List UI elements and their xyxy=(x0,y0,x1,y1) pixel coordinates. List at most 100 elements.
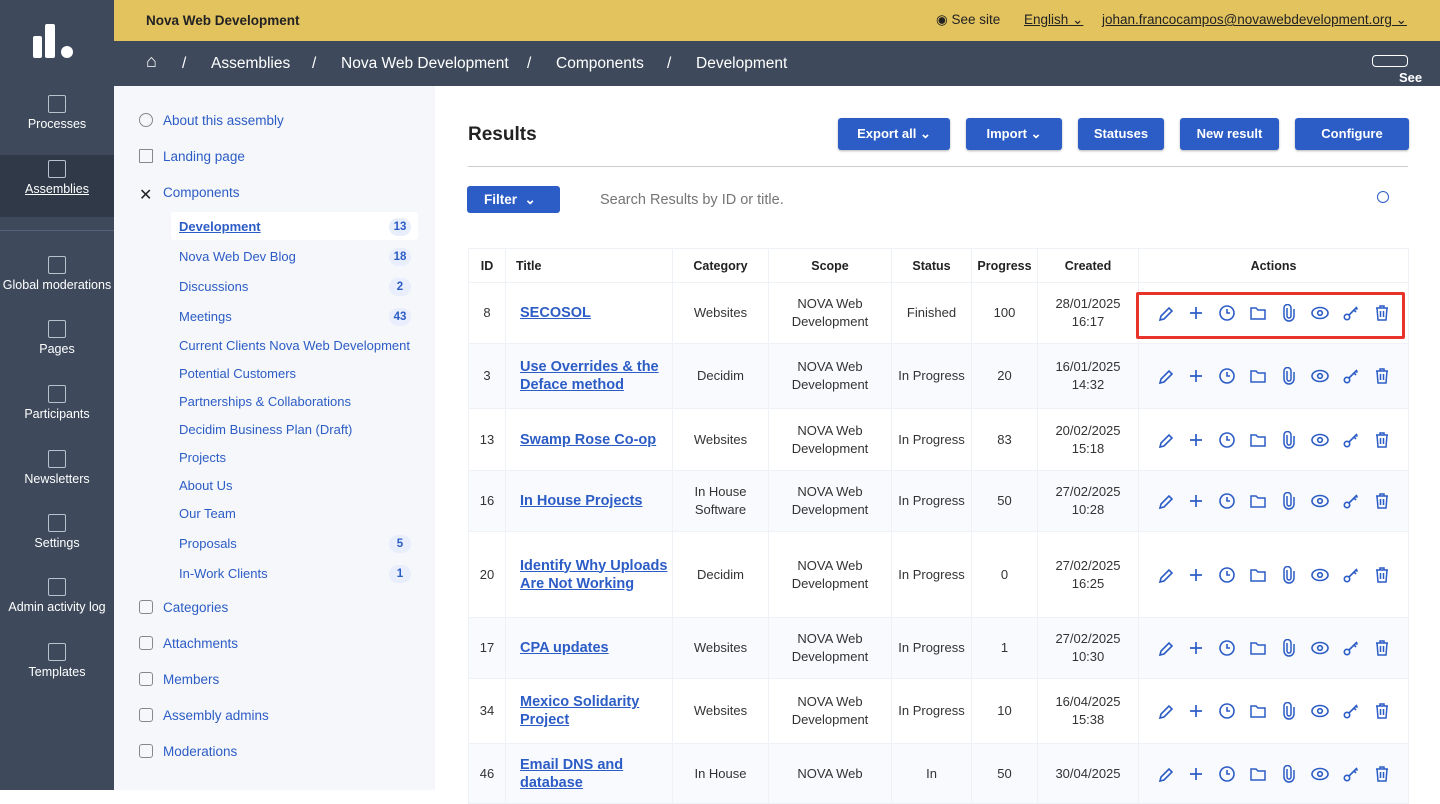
eye-icon[interactable] xyxy=(1311,304,1329,322)
plus-icon[interactable] xyxy=(1187,431,1205,449)
component-item[interactable]: Development xyxy=(179,219,261,234)
subnav-item[interactable]: Categories xyxy=(163,600,229,615)
nav-processes[interactable]: Processes xyxy=(0,95,114,151)
plus-icon[interactable] xyxy=(1187,367,1205,385)
eye-icon[interactable] xyxy=(1311,566,1329,584)
pencil-icon[interactable] xyxy=(1156,566,1174,584)
plus-icon[interactable] xyxy=(1187,765,1205,783)
folder-icon[interactable] xyxy=(1249,367,1267,385)
paperclip-icon[interactable] xyxy=(1280,367,1298,385)
component-item[interactable]: Proposals xyxy=(179,536,237,551)
home-icon[interactable]: ⌂ xyxy=(146,51,157,71)
clock-icon[interactable] xyxy=(1218,765,1236,783)
eye-icon[interactable] xyxy=(1311,492,1329,510)
statuses-button[interactable]: Statuses xyxy=(1078,118,1164,150)
component-item[interactable]: Potential Customers xyxy=(179,366,297,381)
pencil-icon[interactable] xyxy=(1156,304,1174,322)
user-menu[interactable]: johan.francocampos@novawebdevelopment.or… xyxy=(1102,12,1407,27)
trash-icon[interactable] xyxy=(1373,492,1391,510)
plus-icon[interactable] xyxy=(1187,492,1205,510)
component-item[interactable]: Nova Web Dev Blog xyxy=(179,249,296,264)
plus-icon[interactable] xyxy=(1187,702,1205,720)
pencil-icon[interactable] xyxy=(1156,765,1174,783)
paperclip-icon[interactable] xyxy=(1280,565,1298,584)
component-item[interactable]: Partnerships & Collaborations xyxy=(179,394,351,409)
result-title-link[interactable]: CPA updates xyxy=(520,640,609,656)
component-item[interactable]: Discussions xyxy=(179,279,249,294)
configure-button[interactable]: Configure xyxy=(1295,118,1409,150)
component-item[interactable]: In-Work Clients xyxy=(179,566,268,581)
component-item[interactable]: Meetings xyxy=(179,309,232,324)
subnav-landing[interactable]: Landing page xyxy=(163,149,245,164)
pencil-icon[interactable] xyxy=(1156,492,1174,510)
eye-icon[interactable] xyxy=(1311,431,1329,449)
pencil-icon[interactable] xyxy=(1156,702,1174,720)
folder-icon[interactable] xyxy=(1249,566,1267,584)
folder-icon[interactable] xyxy=(1249,765,1267,783)
folder-icon[interactable] xyxy=(1249,639,1267,657)
subnav-item[interactable]: Assembly admins xyxy=(163,708,269,723)
clock-icon[interactable] xyxy=(1218,304,1236,322)
clock-icon[interactable] xyxy=(1218,702,1236,720)
component-item[interactable]: Projects xyxy=(179,450,226,465)
breadcrumb-item[interactable]: Development xyxy=(696,55,788,72)
result-title-link[interactable]: SECOSOL xyxy=(520,305,591,321)
search-icon[interactable] xyxy=(1377,191,1389,203)
component-item[interactable]: Decidim Business Plan (Draft) xyxy=(179,422,353,437)
see-assembly-button[interactable]: See assembly xyxy=(1372,55,1440,100)
eye-icon[interactable] xyxy=(1311,639,1329,657)
trash-icon[interactable] xyxy=(1373,566,1391,584)
trash-icon[interactable] xyxy=(1373,431,1391,449)
nav-assemblies[interactable]: Assemblies xyxy=(0,155,114,217)
clock-icon[interactable] xyxy=(1218,639,1236,657)
key-icon[interactable] xyxy=(1342,639,1360,657)
folder-icon[interactable] xyxy=(1249,702,1267,720)
nav-templates[interactable]: Templates xyxy=(0,643,114,699)
clock-icon[interactable] xyxy=(1218,492,1236,510)
nav-pages[interactable]: Pages xyxy=(0,320,114,376)
result-title-link[interactable]: In House Projects xyxy=(520,493,643,509)
key-icon[interactable] xyxy=(1342,566,1360,584)
language-select[interactable]: English ⌄ xyxy=(1024,12,1084,27)
paperclip-icon[interactable] xyxy=(1280,492,1298,510)
see-site-link[interactable]: ◉ See site xyxy=(936,12,1001,27)
result-title-link[interactable]: Email DNS and database xyxy=(520,756,624,791)
trash-icon[interactable] xyxy=(1373,367,1391,385)
key-icon[interactable] xyxy=(1342,304,1360,322)
key-icon[interactable] xyxy=(1342,702,1360,720)
breadcrumb-item[interactable]: Components xyxy=(556,55,644,72)
pencil-icon[interactable] xyxy=(1156,639,1174,657)
plus-icon[interactable] xyxy=(1187,566,1205,584)
folder-icon[interactable] xyxy=(1249,431,1267,449)
eye-icon[interactable] xyxy=(1311,367,1329,385)
trash-icon[interactable] xyxy=(1373,639,1391,657)
trash-icon[interactable] xyxy=(1373,765,1391,783)
paperclip-icon[interactable] xyxy=(1280,304,1298,322)
clock-icon[interactable] xyxy=(1218,367,1236,385)
breadcrumb-item[interactable]: Assemblies xyxy=(211,55,291,72)
decidim-logo[interactable] xyxy=(33,24,75,58)
subnav-item[interactable]: Members xyxy=(163,672,220,687)
folder-icon[interactable] xyxy=(1249,492,1267,510)
component-item[interactable]: Current Clients Nova Web Development xyxy=(179,338,410,353)
pencil-icon[interactable] xyxy=(1156,431,1174,449)
paperclip-icon[interactable] xyxy=(1280,430,1298,449)
result-title-link[interactable]: Identify Why Uploads Are Not Working xyxy=(520,557,668,592)
clock-icon[interactable] xyxy=(1218,431,1236,449)
nav-settings[interactable]: Settings xyxy=(0,514,114,570)
subnav-components[interactable]: Components xyxy=(163,185,240,200)
result-title-link[interactable]: Use Overrides & the Deface method xyxy=(520,359,659,393)
nav-newsletters[interactable]: Newsletters xyxy=(0,450,114,506)
plus-icon[interactable] xyxy=(1187,304,1205,322)
new-result-button[interactable]: New result xyxy=(1180,118,1279,150)
nav-global-moderations[interactable]: Global moderations xyxy=(0,256,114,312)
subnav-about[interactable]: About this assembly xyxy=(163,113,284,128)
search-input[interactable] xyxy=(590,186,1400,214)
nav-participants[interactable]: Participants xyxy=(0,385,114,441)
pencil-icon[interactable] xyxy=(1156,367,1174,385)
import-button[interactable]: Import ⌄ xyxy=(966,118,1062,150)
trash-icon[interactable] xyxy=(1373,702,1391,720)
trash-icon[interactable] xyxy=(1373,304,1391,322)
eye-icon[interactable] xyxy=(1311,702,1329,720)
result-title-link[interactable]: Swamp Rose Co-op xyxy=(520,431,657,448)
